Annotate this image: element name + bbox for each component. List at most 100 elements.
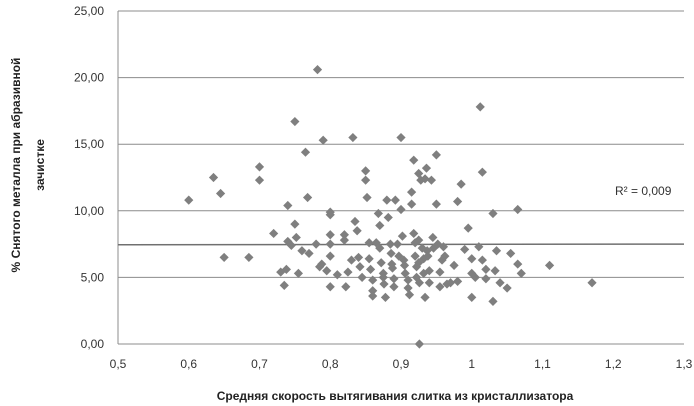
data-point	[215, 188, 226, 199]
data-point	[362, 192, 372, 203]
data-point	[433, 239, 443, 249]
data-point	[297, 246, 307, 256]
data-point	[431, 150, 441, 160]
data-point	[428, 232, 438, 243]
data-point	[506, 248, 516, 259]
data-point	[375, 243, 385, 253]
data-point	[322, 266, 332, 276]
data-point	[424, 278, 434, 288]
data-point	[355, 262, 365, 272]
data-point	[467, 254, 477, 264]
data-point	[488, 296, 498, 306]
data-point	[390, 195, 400, 205]
data-point	[378, 272, 388, 282]
data-point	[291, 232, 301, 243]
data-point	[435, 282, 445, 292]
data-point	[311, 239, 321, 249]
x-tick-labels: 0,5 0,6 0,7 0,8 0,9 1 1,1 1,2 1,3	[110, 357, 693, 371]
data-point	[477, 167, 487, 177]
x-tick-label: 1,1	[534, 357, 551, 371]
data-point	[300, 147, 311, 157]
data-point	[387, 263, 398, 273]
data-point	[371, 238, 381, 248]
data-point	[396, 204, 406, 215]
data-point	[419, 254, 429, 264]
y-tick-label: 5,00	[81, 270, 105, 284]
data-point	[387, 259, 397, 269]
data-point	[421, 163, 432, 173]
data-point	[470, 272, 480, 282]
data-point	[399, 255, 409, 265]
data-point	[420, 174, 430, 184]
data-point	[325, 230, 335, 240]
data-point	[516, 268, 526, 279]
x-tick-label: 1,2	[605, 357, 622, 371]
data-point	[379, 279, 389, 289]
data-point	[269, 228, 279, 239]
y-tick-label: 0,00	[81, 337, 105, 351]
data-point	[365, 264, 376, 275]
r-squared-label: R² = 0,009	[615, 184, 672, 198]
data-point	[389, 282, 399, 292]
data-point	[339, 235, 349, 245]
data-point	[440, 251, 450, 261]
data-point	[410, 251, 420, 261]
data-point	[420, 292, 430, 302]
data-point	[361, 166, 371, 176]
data-point	[341, 282, 351, 292]
data-point	[364, 238, 374, 248]
y-tick-label: 10,00	[74, 204, 104, 218]
data-point	[254, 175, 265, 185]
data-point	[414, 235, 424, 245]
data-point	[495, 278, 505, 288]
data-point	[396, 132, 406, 143]
data-point	[325, 207, 335, 217]
data-point	[283, 236, 293, 247]
data-point	[490, 266, 500, 276]
data-point	[325, 282, 335, 292]
data-point	[397, 231, 408, 241]
x-tick-label: 1	[468, 357, 475, 371]
data-point	[208, 172, 219, 183]
y-tick-label: 25,00	[74, 4, 104, 18]
data-point	[481, 274, 491, 284]
data-point	[348, 132, 358, 143]
data-point	[376, 258, 386, 268]
data-point	[368, 291, 378, 301]
x-tick-label: 0,5	[110, 357, 127, 371]
data-points	[184, 65, 597, 349]
data-point	[281, 264, 291, 275]
data-point	[502, 283, 512, 293]
x-axis-title: Средняя скорость вытягивания слитка из к…	[217, 389, 574, 403]
data-point	[286, 240, 296, 251]
x-tick-label: 0,9	[393, 357, 410, 371]
data-point	[453, 276, 463, 286]
data-point	[453, 196, 463, 207]
data-point	[513, 259, 523, 269]
data-point	[404, 290, 415, 300]
data-point	[544, 260, 555, 271]
data-point	[409, 228, 419, 239]
data-point	[463, 223, 473, 233]
data-point	[219, 252, 229, 263]
data-point	[368, 286, 378, 296]
data-point	[312, 65, 323, 75]
data-point	[353, 252, 364, 263]
data-point	[403, 283, 413, 293]
x-tick-label: 0,8	[322, 357, 339, 371]
data-point	[383, 212, 393, 223]
data-point	[449, 260, 459, 271]
data-point	[481, 264, 491, 275]
y-tick-labels: 0,00 5,00 10,00 15,00 20,00 25,00	[74, 4, 104, 351]
data-point	[414, 339, 424, 349]
data-point	[375, 220, 385, 231]
data-point	[304, 248, 314, 259]
data-point	[417, 243, 427, 253]
data-point	[382, 195, 392, 205]
data-point	[303, 192, 313, 203]
data-point	[587, 278, 597, 288]
data-point	[431, 199, 441, 209]
data-point	[435, 267, 445, 277]
